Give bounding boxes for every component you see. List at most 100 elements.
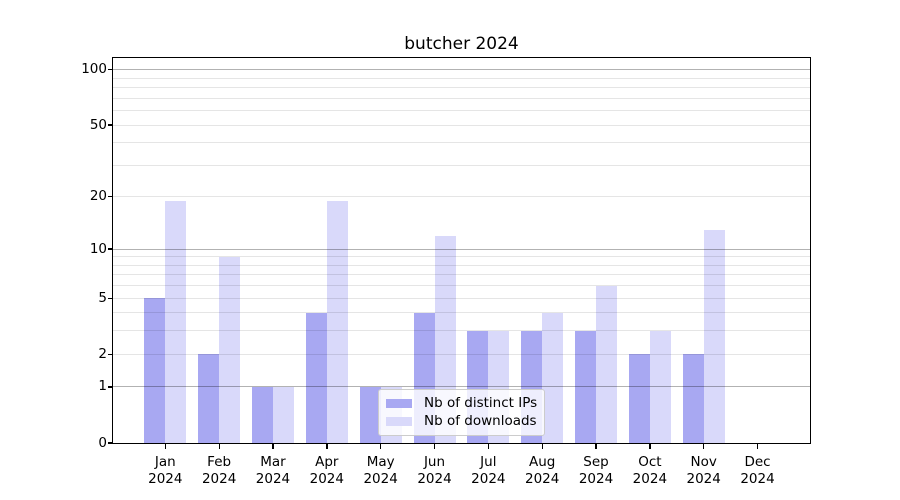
x-tick-label-line: Dec [744,454,771,470]
legend: Nb of distinct IPs Nb of downloads [378,389,545,436]
y-tick-label: 20 [89,188,107,205]
x-tick-label-line: Jan [154,454,176,470]
minor-gridline [113,274,810,276]
y-tick-mark [108,124,113,126]
x-tick-label-apr: Apr 2024 [295,454,359,487]
y-tick-mark [108,69,113,71]
y-tick-mark [108,297,113,299]
x-tick-label-aug: Aug 2024 [510,454,574,487]
x-tick-label-line: Jul [480,454,497,470]
minor-gridline [113,330,810,332]
x-tick-label-line: 2024 [578,470,614,487]
minor-gridline [113,110,810,112]
x-tick-label-sep: Sep 2024 [564,454,628,487]
x-tick-label-line: 2024 [363,470,398,487]
minor-gridline [113,164,810,166]
bar-distinct-ips-oct [628,354,650,443]
minor-gridline [113,256,810,258]
y-tick-label: 50 [89,116,107,133]
y-tick-mark [108,248,113,250]
x-tick-mark [703,444,705,449]
x-tick-mark [218,444,220,449]
bar-downloads-jan [165,200,187,443]
minor-gridline [113,196,810,198]
x-tick-label-line: 2024 [148,470,183,487]
y-tick-mark [108,353,113,355]
x-tick-label-jun: Jun 2024 [403,454,467,487]
x-tick-label-line: Aug [528,454,556,470]
x-tick-label-line: Nov [690,454,717,470]
x-tick-label-jan: Jan 2024 [133,454,197,487]
x-tick-label-line: Sep [583,454,609,470]
x-tick-mark [649,444,651,449]
bar-downloads-sep [596,285,618,443]
legend-label-downloads: Nb of downloads [424,413,537,430]
x-tick-mark [595,444,597,449]
bar-downloads-feb [219,256,241,443]
x-tick-label-line: Apr [315,454,339,470]
legend-item-downloads: Nb of downloads [386,414,537,429]
y-tick-label: 2 [98,345,107,362]
minor-gridline [113,353,810,355]
minor-gridline [113,264,810,266]
x-tick-label-nov: Nov 2024 [672,454,736,487]
x-tick-mark [164,444,166,449]
x-tick-mark [541,444,543,449]
major-gridline [113,69,810,71]
x-tick-label-line: 2024 [471,470,506,487]
x-tick-label-feb: Feb 2024 [187,454,251,487]
y-tick-mark [108,442,113,444]
x-tick-label-line: Oct [638,454,662,470]
x-tick-label-jul: Jul 2024 [456,454,520,487]
minor-gridline [113,297,810,299]
bar-downloads-oct [649,330,671,443]
bar-distinct-ips-mar [251,386,273,443]
bar-distinct-ips-may [359,386,381,443]
x-tick-label-may: May 2024 [349,454,413,487]
minor-gridline [113,77,810,79]
x-tick-label-line: 2024 [524,470,560,487]
major-gridline [113,248,810,250]
legend-label-distinct-ips: Nb of distinct IPs [424,394,538,411]
y-tick-label: 100 [81,61,107,78]
bar-distinct-ips-feb [198,354,220,443]
y-tick-label: 0 [98,434,107,451]
minor-gridline [113,285,810,287]
x-tick-label-line: 2024 [632,470,668,487]
x-tick-label-line: 2024 [309,470,344,487]
minor-gridline [113,312,810,314]
x-tick-label-line: Jun [423,454,446,470]
legend-swatch-downloads-icon [386,417,412,427]
legend-item-distinct-ips: Nb of distinct IPs [386,394,538,411]
x-tick-label-line: Feb [207,454,232,470]
y-tick-label: 1 [98,378,107,395]
bar-downloads-nov [703,229,725,443]
major-gridline [113,386,810,388]
bar-downloads-aug [542,312,564,443]
x-tick-label-line: 2024 [740,470,775,487]
x-tick-mark [433,444,436,449]
x-tick-mark [756,444,759,449]
y-tick-label: 10 [89,240,107,257]
bar-distinct-ips-apr [305,312,327,443]
bar-distinct-ips-nov [682,354,704,443]
plot-area [112,57,811,444]
minor-gridline [113,97,810,99]
x-tick-label-line: 2024 [686,470,721,487]
y-tick-label: 5 [98,289,107,306]
chart-title: butcher 2024 [404,34,519,54]
x-tick-mark [272,444,274,449]
x-tick-label-line: 2024 [201,470,237,487]
x-tick-mark [487,444,490,449]
x-tick-label-dec: Dec 2024 [726,454,790,487]
x-tick-mark [380,444,382,449]
x-tick-label-line: Mar [260,454,286,470]
bar-distinct-ips-sep [575,330,597,443]
bar-downloads-mar [272,386,294,443]
x-tick-label-line: May [366,454,395,470]
y-tick-mark [108,386,113,388]
bar-distinct-ips-jan [144,298,166,443]
minor-gridline [113,87,810,89]
x-tick-label-oct: Oct 2024 [618,454,682,487]
